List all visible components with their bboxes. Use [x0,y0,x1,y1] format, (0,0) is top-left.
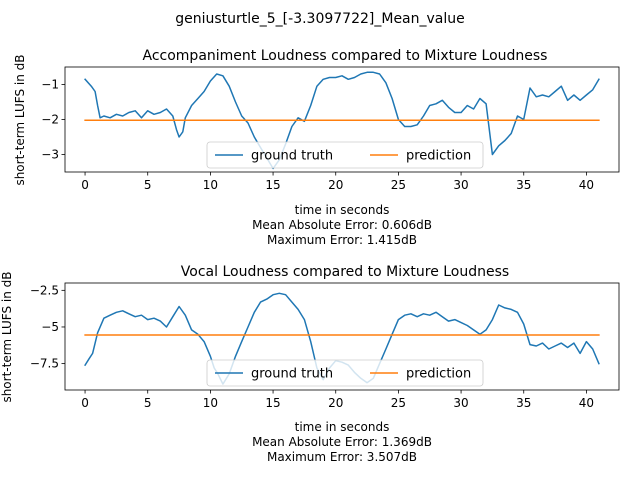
legend-label: ground truth [251,149,333,164]
x-tick-label: 20 [328,396,343,410]
legend: ground truth prediction [206,141,484,169]
plot-area: 0 5 10 15 20 25 30 35 40 −3 −2 −1 ground truth predic… [41,66,620,192]
legend-label: ground truth [251,367,333,382]
x-tick-label: 15 [265,178,280,192]
y-tick-label: −2 [41,113,59,127]
chart-title: Accompaniment Loudness compared to Mixtu… [143,48,548,64]
mean-absolute-error-text: Mean Absolute Error: 1.369dB [252,435,432,449]
figure-title: geniusturtle_5_[-3.3097722]_Mean_value [175,11,465,27]
mean-absolute-error-text: Mean Absolute Error: 0.606dB [252,218,432,232]
x-tick-label: 40 [579,396,594,410]
chart-title: Vocal Loudness compared to Mixture Loudn… [181,264,509,280]
plot-area: 0 5 10 15 20 25 30 35 40 −7.5 −5 −2.5 ground truth pr… [30,282,620,410]
maximum-error-text: Maximum Error: 3.507dB [267,450,417,464]
x-tick-label: 35 [516,178,531,192]
x-tick-label: 30 [453,178,468,192]
x-tick-label: 15 [265,396,280,410]
x-tick-label: 10 [203,396,218,410]
x-tick-label: 10 [203,178,218,192]
y-tick-label: −5 [41,320,59,334]
y-axis-label: short-term LUFS in dB [0,271,14,402]
x-axis-label: time in seconds [295,203,390,217]
x-axis-label: time in seconds [295,420,390,434]
x-tick-label: 25 [391,396,406,410]
vocal-chart: Vocal Loudness compared to Mixture Loudn… [0,264,620,464]
series-layer [84,71,600,170]
legend: ground truth prediction [206,359,484,387]
x-tick-label: 35 [516,396,531,410]
legend-box [206,141,484,169]
axes-frame [64,282,620,391]
accompaniment-chart: Accompaniment Loudness compared to Mixtu… [13,48,620,247]
y-tick-label: −3 [41,148,59,162]
x-tick-label: 5 [144,178,152,192]
y-axis-label: short-term LUFS in dB [13,54,27,185]
x-tick-label: 20 [328,178,343,192]
legend-box [206,359,484,387]
y-tick-label: −1 [41,78,59,92]
legend-label: prediction [406,367,471,382]
legend-label: prediction [406,149,471,164]
x-tick-label: 5 [144,396,152,410]
x-tick-label: 40 [579,178,594,192]
ground-truth-line [84,71,600,170]
x-tick-label: 0 [81,396,89,410]
maximum-error-text: Maximum Error: 1.415dB [267,233,417,247]
x-tick-label: 0 [81,178,89,192]
x-tick-label: 30 [453,396,468,410]
y-tick-label: −2.5 [30,283,59,297]
x-tick-label: 25 [391,178,406,192]
y-tick-label: −7.5 [30,357,59,371]
